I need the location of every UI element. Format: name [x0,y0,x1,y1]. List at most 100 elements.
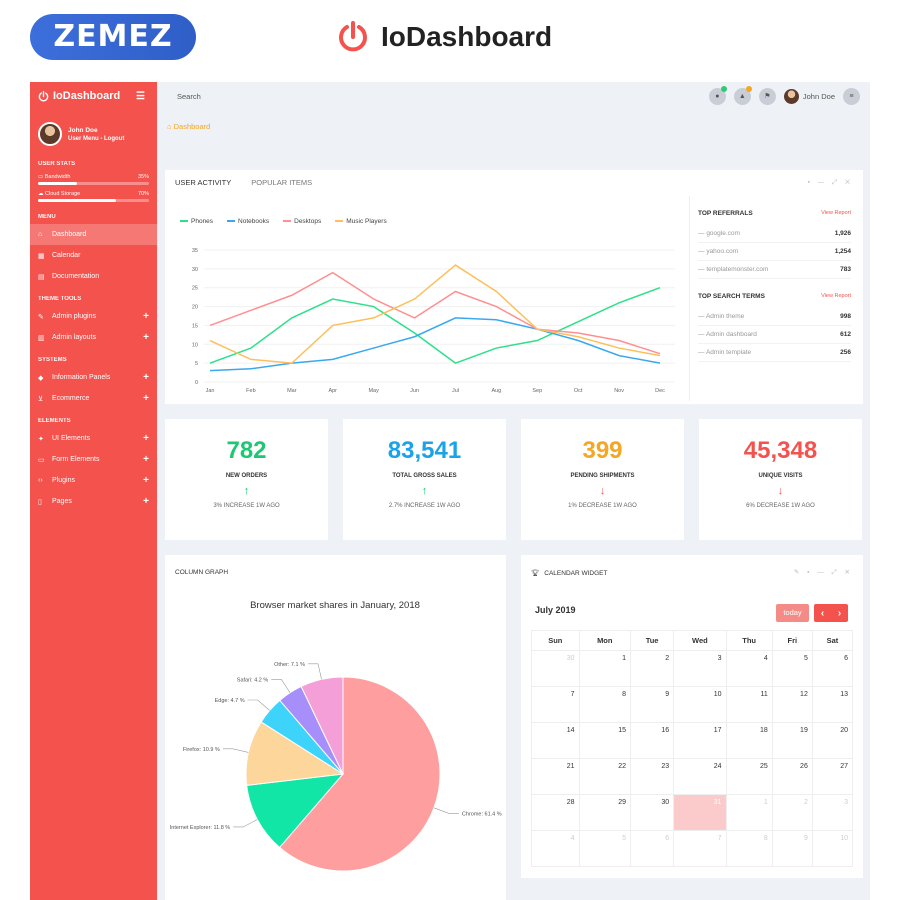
x-tick-label: Sep [532,388,542,394]
activity-tabs: USER ACTIVITY POPULAR ITEMS [175,178,312,191]
user-menu-link[interactable]: User Menu - Logout [68,135,125,142]
series-line[interactable] [209,271,661,355]
calendar-day[interactable]: 5 [578,830,632,867]
calendar-day[interactable]: 14 [531,722,580,759]
expand-icon[interactable]: + [143,475,149,486]
series-line[interactable] [209,264,661,364]
breadcrumb[interactable]: ⌂ Dashboard [167,122,211,131]
expand-icon[interactable]: + [143,311,149,322]
flag-icon[interactable]: ⚑ [758,87,776,105]
calendar-day[interactable]: 9 [629,686,675,723]
expand-icon[interactable]: + [143,332,149,343]
expand-icon[interactable]: + [143,496,149,507]
calendar-day[interactable]: 12 [771,686,813,723]
leader-line [247,699,270,711]
sidebar-item-pages[interactable]: ▯ Pages + [38,496,149,507]
calendar-day[interactable]: 10 [811,830,854,867]
sidebar-item-dashboard[interactable]: ⌂ Dashboard [30,224,157,245]
sidebar-item-plugins[interactable]: ‹› Plugins + [38,475,149,486]
hamburger-icon[interactable]: ☰ [136,90,145,102]
tab-user-activity[interactable]: USER ACTIVITY [175,178,232,187]
calendar-day[interactable]: 4 [531,830,580,867]
calendar-day[interactable]: 8 [725,830,773,867]
calendar-day[interactable]: 10 [673,686,727,723]
search-input[interactable]: Search [177,91,201,101]
sidebar-item-admin-plugins[interactable]: ✎ Admin plugins + [38,311,149,322]
calendar-day[interactable]: 25 [725,758,773,795]
calendar-day[interactable]: 19 [771,722,813,759]
pie-slice[interactable] [246,773,345,849]
legend-item[interactable]: Notebooks [227,218,269,225]
legend-item[interactable]: Phones [180,218,213,225]
sidebar-item-admin-layouts[interactable]: ▥ Admin layouts + [38,332,149,343]
calendar-day[interactable]: 4 [725,650,773,687]
legend-item[interactable]: Desktops [283,218,321,225]
calendar-day[interactable]: 21 [531,758,580,795]
calendar-day[interactable]: 29 [578,794,632,831]
calendar-day[interactable]: 6 [811,650,854,687]
weekday-header: Wed [673,630,727,651]
expand-icon[interactable]: + [143,433,149,444]
calendar-day[interactable]: 3 [673,650,727,687]
calendar-day[interactable]: 5 [771,650,813,687]
calendar-day[interactable]: 31 [673,794,727,831]
calendar-day[interactable]: 26 [771,758,813,795]
tab-popular-items[interactable]: POPULAR ITEMS [251,178,313,187]
series-line[interactable] [209,287,661,364]
expand-icon[interactable]: + [143,454,149,465]
line-chart: 0 5 10 15 20 25 30 35 Jan Feb Mar Apr May Jun Jul Aug Se… [192,248,675,394]
legend-item[interactable]: Music Players [335,218,387,225]
pie-slice[interactable] [300,676,344,775]
calendar-day[interactable]: 24 [673,758,727,795]
calendar-day[interactable]: 9 [771,830,813,867]
avatar[interactable] [38,122,62,146]
calendar-day[interactable]: 17 [673,722,727,759]
topbar-user-name[interactable]: John Doe [802,91,835,101]
chat-icon[interactable]: ● [708,85,727,105]
view-report-link[interactable]: View Report [821,210,851,216]
sidebar-item-calendar[interactable]: ▦ Calendar [38,252,81,260]
series-line[interactable] [209,317,661,372]
calendar-day[interactable]: 2 [771,794,813,831]
calendar-day[interactable]: 30 [629,794,675,831]
sidebar-item-form-elements[interactable]: ▭ Form Elements + [38,454,149,465]
calendar-day[interactable]: 1 [578,650,632,687]
calendar-day[interactable]: 8 [578,686,632,723]
calendar-day[interactable]: 11 [725,686,773,723]
chevron-left-icon[interactable]: ‹ [820,607,825,619]
settings-icon[interactable]: ≡ [843,87,860,105]
calendar-day[interactable]: 18 [725,722,773,759]
avatar[interactable] [783,88,799,104]
calendar-day[interactable]: 1 [725,794,773,831]
card-tools[interactable]: ▪ — ⤢ ✕ [807,179,853,186]
calendar-day[interactable]: 23 [629,758,675,795]
calendar-day[interactable]: 2 [629,650,675,687]
calendar-day[interactable]: 7 [673,830,727,867]
sidebar-item-ecommerce[interactable]: ⊻ Ecommerce + [38,393,149,404]
chevron-right-icon[interactable]: › [837,607,842,619]
x-tick-label: Oct [574,388,583,394]
calendar-day[interactable]: 7 [531,686,580,723]
sidebar-item-documentation[interactable]: ▤ Documentation [38,273,100,281]
card-tools[interactable]: ✎ ▪ — ⤢ ✕ [793,569,853,576]
calendar-day[interactable]: 15 [578,722,632,759]
sidebar-item-ui-elements[interactable]: ✦ UI Elements + [38,433,149,444]
pie-slice[interactable] [245,721,345,786]
expand-icon[interactable]: + [143,372,149,383]
calendar-day[interactable]: 16 [629,722,675,759]
calendar-day[interactable]: 28 [531,794,580,831]
calendar-day[interactable]: 13 [811,686,854,723]
calendar-day[interactable]: 3 [811,794,854,831]
today-button[interactable]: today [776,604,809,622]
calendar-day[interactable]: 30 [531,650,580,687]
list-item: — Admin theme 998 [698,308,851,326]
bell-icon[interactable]: ▲ [733,85,752,105]
expand-icon[interactable]: + [143,393,149,404]
calendar-day[interactable]: 22 [578,758,632,795]
calendar-day[interactable]: 20 [811,722,854,759]
calendar-day[interactable]: 27 [811,758,854,795]
calendar-day[interactable]: 6 [629,830,675,867]
view-report-link[interactable]: View Report [821,293,851,299]
sidebar-item-information-panels[interactable]: ◆ Information Panels + [38,372,149,383]
stat-card-pending-shipments: 399 PENDING SHIPMENTS ↓ 1% DECREASE 1W A… [521,419,684,540]
